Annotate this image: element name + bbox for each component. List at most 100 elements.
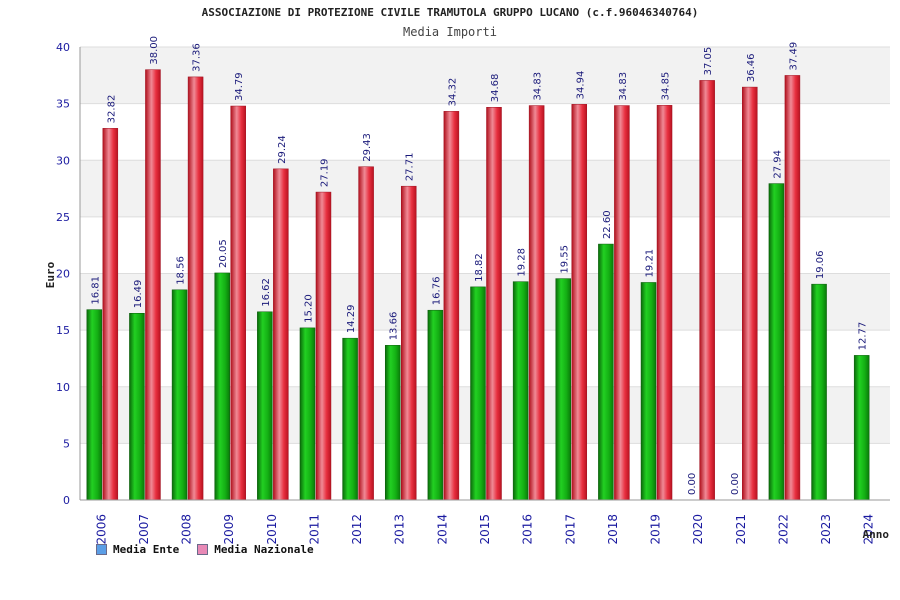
- x-tick-label: 2014: [435, 514, 449, 545]
- bar-media-ente: [598, 243, 614, 501]
- bar-media-ente: [470, 286, 486, 501]
- legend-item-ente: Media Ente: [96, 543, 179, 556]
- bar-media-ente: [555, 278, 572, 501]
- data-label: 34.83: [533, 72, 544, 101]
- x-tick-label: 2007: [137, 514, 151, 545]
- bar-media-ente: [853, 355, 870, 501]
- bar-media-ente: [86, 309, 103, 501]
- y-tick-label: 40: [56, 41, 70, 54]
- data-label: 37.36: [192, 43, 203, 72]
- x-tick-label: 2011: [307, 514, 321, 545]
- y-tick-label: 0: [63, 494, 70, 507]
- x-tick-label: 2024: [862, 514, 876, 545]
- y-tick-label: 25: [56, 211, 70, 224]
- data-label: 29.24: [277, 135, 288, 164]
- data-label: 0.00: [687, 473, 698, 495]
- x-tick-label: 2022: [776, 514, 790, 545]
- legend: Media Ente Media Nazionale: [96, 543, 314, 556]
- data-label: 0.00: [730, 473, 741, 495]
- data-label: 16.49: [133, 280, 144, 309]
- x-tick-label: 2021: [734, 514, 748, 545]
- bar-media-nazionale: [614, 105, 630, 501]
- bar-media-ente: [768, 183, 785, 501]
- axes: 0 5 10 15 20 25 30 35 40 2006 2007 2008 2009 2010 2011…: [56, 41, 890, 545]
- x-tick-label: 2010: [265, 514, 279, 545]
- bar-media-ente: [342, 337, 358, 501]
- bar-media-nazionale: [358, 166, 374, 501]
- bar-media-nazionale: [273, 168, 289, 501]
- y-tick-label: 30: [56, 154, 70, 167]
- data-label: 16.76: [431, 277, 442, 306]
- data-label: 38.00: [149, 36, 160, 65]
- bar-media-nazionale: [400, 185, 417, 501]
- bar-media-ente: [427, 309, 444, 501]
- data-label: 32.82: [106, 95, 117, 124]
- data-label: 22.60: [602, 210, 613, 239]
- x-tick-label: 2019: [649, 514, 663, 545]
- y-axis-label: Euro: [44, 261, 57, 288]
- data-label: 34.94: [575, 71, 586, 100]
- bar-media-nazionale: [656, 105, 673, 501]
- bar-media-nazionale: [187, 76, 204, 501]
- bar-media-nazionale: [742, 86, 758, 501]
- x-tick-label: 2016: [521, 514, 535, 545]
- x-tick-label: 2006: [94, 514, 108, 545]
- x-tick-label: 2017: [563, 514, 577, 545]
- bar-media-nazionale: [102, 128, 119, 501]
- bar-media-ente: [171, 289, 188, 501]
- data-label: 34.83: [618, 72, 629, 101]
- data-label: 12.77: [858, 322, 869, 351]
- bar-media-ente: [811, 283, 827, 501]
- data-label: 16.62: [261, 278, 272, 307]
- data-label: 19.21: [645, 249, 656, 278]
- data-label: 27.71: [405, 153, 416, 182]
- bar-media-ente: [129, 313, 145, 501]
- chart-title: ASSOCIAZIONE DI PROTEZIONE CIVILE TRAMUT…: [201, 6, 699, 19]
- bar-media-ente: [299, 327, 316, 501]
- bar-media-nazionale: [443, 111, 460, 501]
- x-tick-label: 2009: [222, 514, 236, 545]
- data-label: 36.46: [746, 53, 757, 82]
- x-axis-label: Anno: [863, 528, 890, 541]
- y-tick-label: 35: [56, 98, 70, 111]
- data-label: 13.66: [389, 312, 400, 341]
- data-label: 16.81: [90, 276, 101, 305]
- data-label: 34.32: [447, 78, 458, 107]
- bars: [86, 69, 870, 501]
- data-label: 19.06: [815, 251, 826, 280]
- bar-media-ente: [640, 282, 657, 501]
- data-label: 34.68: [490, 74, 501, 103]
- data-label: 34.79: [234, 72, 245, 101]
- legend-label-ente: Media Ente: [113, 543, 180, 556]
- y-tick-label: 10: [56, 381, 70, 394]
- chart-subtitle: Media Importi: [403, 25, 497, 39]
- bar-media-nazionale: [528, 105, 545, 501]
- bar-media-nazionale: [486, 106, 502, 501]
- bar-media-ente: [512, 281, 529, 501]
- legend-item-nazionale: Media Nazionale: [197, 543, 314, 556]
- data-label: 19.55: [559, 245, 570, 274]
- x-tick-label: 2023: [819, 514, 833, 545]
- data-label: 15.20: [303, 294, 314, 323]
- data-labels: 16.81 32.82 16.49 38.00 18.56 37.36 20.05 34.79…: [90, 36, 868, 495]
- legend-swatch-nazionale: [197, 544, 209, 555]
- data-label: 37.49: [788, 42, 799, 71]
- data-label: 20.05: [218, 239, 229, 268]
- legend-swatch-ente: [96, 544, 107, 555]
- data-label: 34.85: [661, 72, 672, 101]
- bar-media-nazionale: [145, 69, 161, 501]
- y-tick-label: 20: [56, 268, 70, 281]
- y-tick-label: 5: [63, 437, 70, 450]
- data-label: 18.82: [474, 253, 485, 282]
- x-tick-label: 2013: [393, 514, 407, 545]
- data-label: 19.28: [517, 248, 528, 277]
- bar-media-nazionale: [571, 104, 588, 501]
- bar-media-nazionale: [699, 80, 715, 501]
- legend-label-nazionale: Media Nazionale: [214, 543, 314, 556]
- data-label: 29.43: [362, 133, 373, 162]
- x-tick-label: 2008: [180, 514, 194, 545]
- data-label: 14.29: [346, 305, 357, 334]
- bar-media-nazionale: [230, 105, 246, 501]
- data-label: 18.56: [176, 256, 187, 285]
